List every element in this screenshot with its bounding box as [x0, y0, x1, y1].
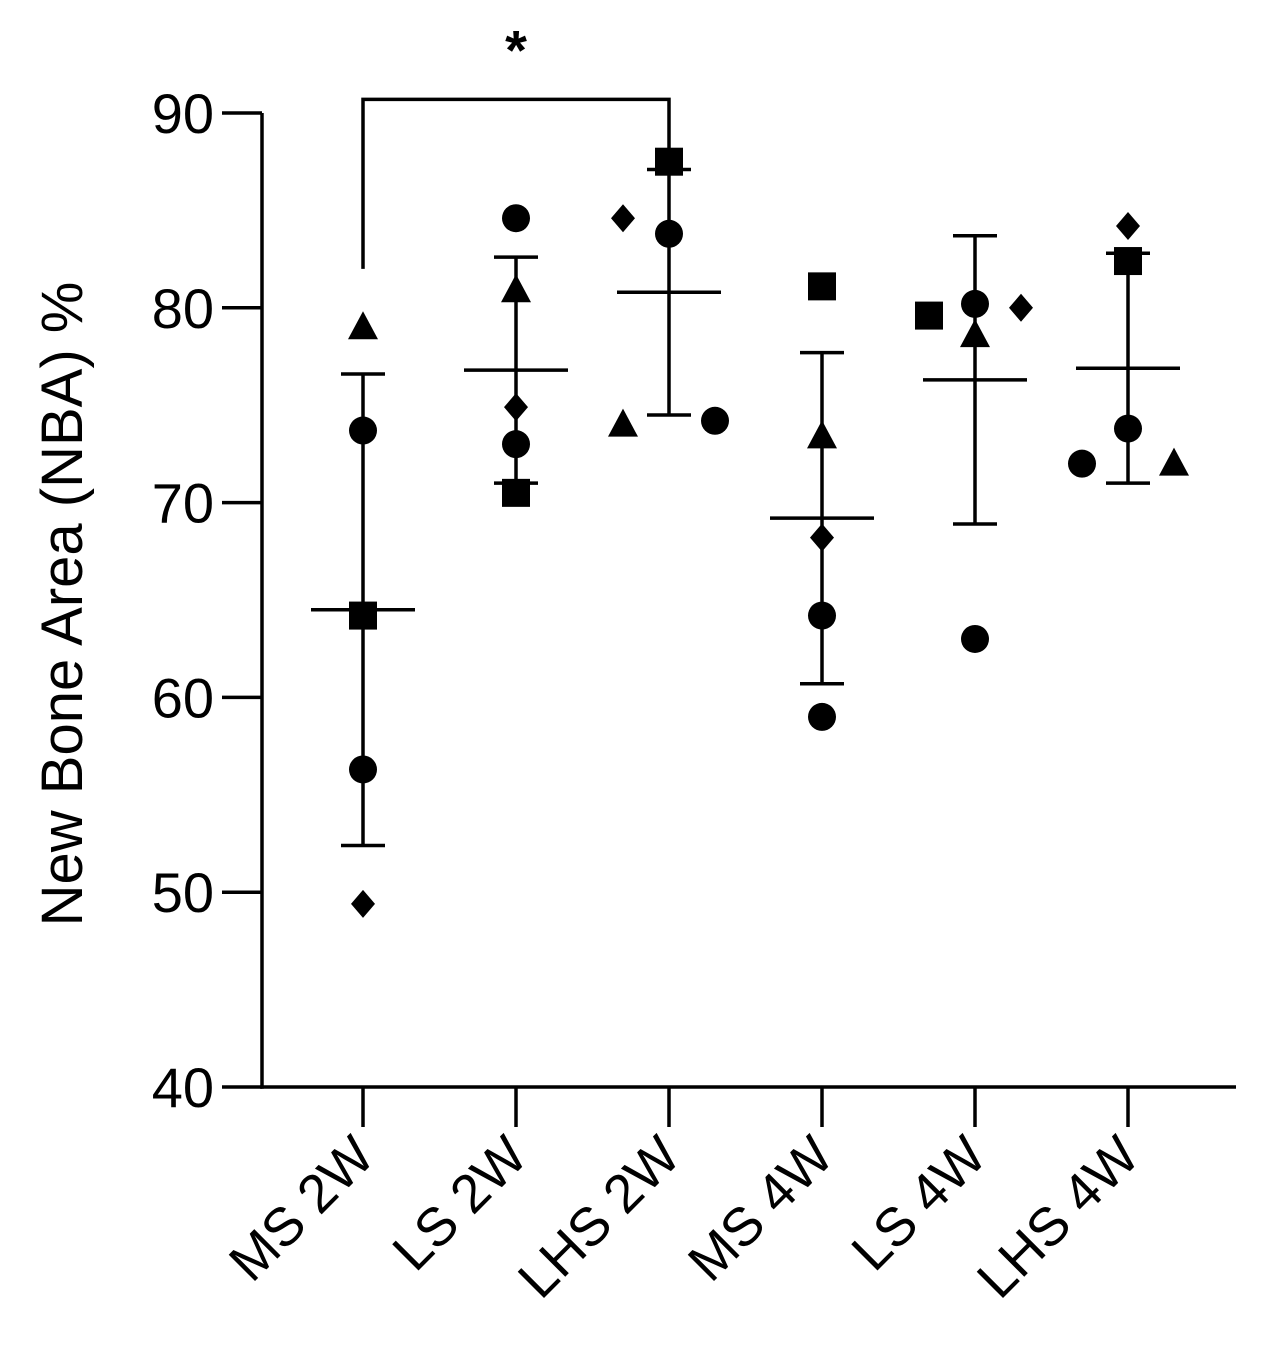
- y-tick-label-80: 80: [152, 277, 214, 340]
- data-point-5-1-square: [1114, 247, 1142, 276]
- data-point-3-0-square: [808, 272, 836, 301]
- data-point-2-3-triangle: [608, 408, 638, 437]
- data-point-2-0-square: [655, 147, 683, 176]
- data-point-5-3-circle: [1068, 449, 1096, 478]
- y-tick-label-60: 60: [152, 666, 214, 729]
- data-point-3-4-circle: [808, 702, 836, 731]
- y-tick-label-50: 50: [152, 861, 214, 924]
- data-point-0-0-triangle: [348, 311, 378, 340]
- data-point-3-1-triangle: [807, 420, 837, 449]
- data-point-0-2-square: [349, 601, 377, 630]
- data-point-1-1-triangle: [501, 274, 531, 303]
- data-point-2-1-diamond: [611, 204, 635, 233]
- data-point-5-4-triangle: [1159, 447, 1189, 476]
- data-point-0-4-diamond: [351, 889, 375, 918]
- data-point-1-3-circle: [502, 430, 530, 459]
- data-point-3-2-diamond: [810, 523, 834, 552]
- data-point-4-3-triangle: [960, 319, 990, 348]
- data-point-2-2-circle: [655, 219, 683, 248]
- x-tick-label-5: LHS 4W: [966, 1125, 1151, 1310]
- x-tick-label-0: MS 2W: [218, 1125, 386, 1293]
- data-point-0-1-circle: [349, 416, 377, 445]
- data-point-4-4-circle: [961, 624, 989, 653]
- y-tick-label-70: 70: [152, 472, 214, 535]
- data-point-5-2-circle: [1114, 414, 1142, 443]
- y-axis-label: New Bone Area (NBA) %: [30, 282, 95, 927]
- x-tick-label-2: LHS 2W: [507, 1125, 692, 1310]
- data-point-1-4-square: [502, 478, 530, 507]
- data-point-1-0-circle: [502, 204, 530, 233]
- y-tick-label-40: 40: [152, 1056, 214, 1119]
- data-point-4-2-diamond: [1009, 293, 1033, 322]
- data-point-4-0-square: [915, 301, 943, 330]
- data-point-2-4-circle: [701, 406, 729, 435]
- data-point-5-0-diamond: [1116, 211, 1140, 240]
- x-tick-label-3: MS 4W: [677, 1125, 845, 1293]
- significance-label-0: *: [505, 18, 527, 81]
- significance-bracket-0: [361, 97, 671, 269]
- y-tick-label-90: 90: [152, 82, 214, 145]
- data-point-4-1-circle: [961, 289, 989, 318]
- data-point-0-3-circle: [349, 755, 377, 784]
- data-point-3-3-circle: [808, 601, 836, 630]
- data-point-1-2-diamond: [504, 393, 528, 422]
